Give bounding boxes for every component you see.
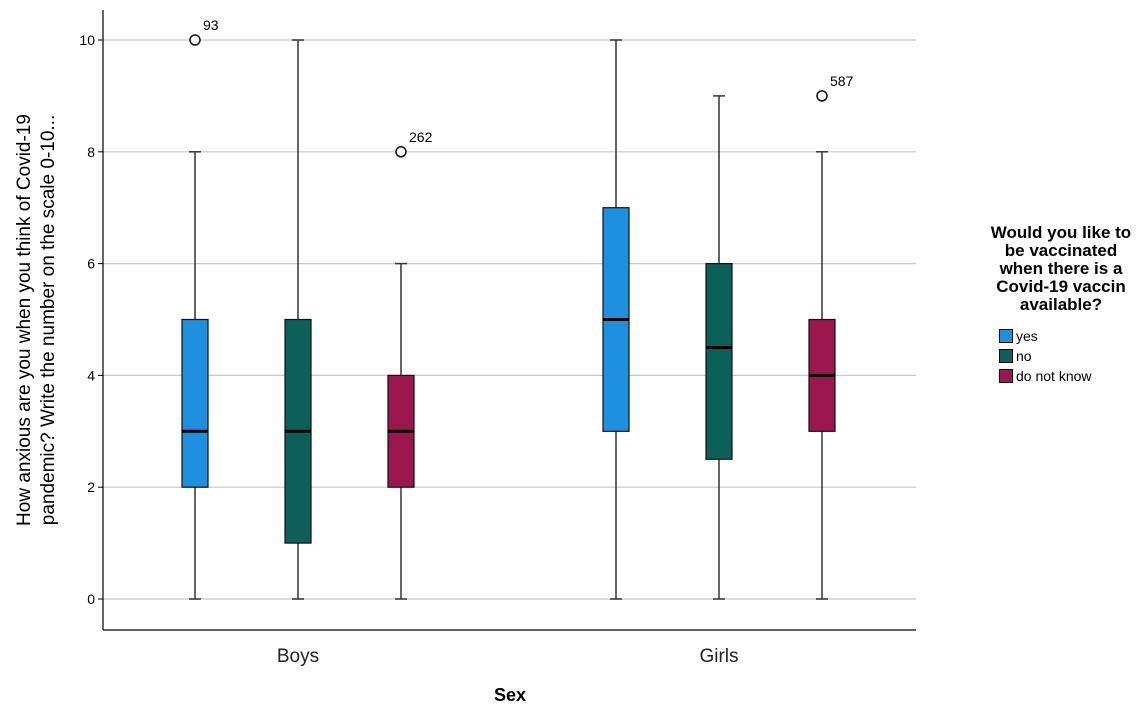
legend-label-yes: yes [1016,328,1038,344]
y-tick-label: 10 [79,32,95,48]
legend-label-no: no [1016,348,1032,364]
legend-title-line: available? [1019,295,1103,314]
x-tick-label: Girls [699,646,738,667]
x-tick-label: Boys [277,646,319,667]
y-tick-label: 2 [87,479,95,495]
legend-items: yes no do not know [999,326,1145,386]
y-axis-label: pandemic? Write the number on the scale … [38,115,59,526]
legend-swatch-do-not-know [999,369,1013,383]
legend-item-no: no [999,346,1145,366]
y-tick-label: 8 [87,144,95,160]
legend-label-do-not-know: do not know [1016,368,1092,384]
legend-title-line: Would you like to [990,223,1132,242]
y-tick-label: 6 [87,256,95,272]
legend: Would you like to be vaccinated when the… [975,224,1145,386]
outlier-label: 262 [409,129,433,145]
legend-swatch-no [999,349,1013,363]
legend-title-line: be vaccinated [1004,241,1118,260]
legend-item-yes: yes [999,326,1145,346]
outlier-label: 93 [203,17,219,33]
box-no [705,263,733,460]
legend-swatch-yes [999,329,1013,343]
legend-title: Would you like to be vaccinated when the… [975,224,1147,314]
legend-title-line: when there is a [999,259,1123,278]
y-axis-label: How anxious are you when you think of Co… [14,114,35,526]
outlier-label: 587 [830,73,854,89]
outlier-point [189,34,201,46]
legend-item-do-not-know: do not know [999,366,1145,386]
box-yes [181,318,209,488]
outlier-point [395,146,407,158]
x-axis-label: Sex [494,685,526,705]
y-tick-label: 4 [87,367,95,383]
legend-title-line: Covid-19 vaccin [996,277,1126,296]
outlier-point [816,90,828,102]
y-tick-label: 0 [87,591,95,607]
